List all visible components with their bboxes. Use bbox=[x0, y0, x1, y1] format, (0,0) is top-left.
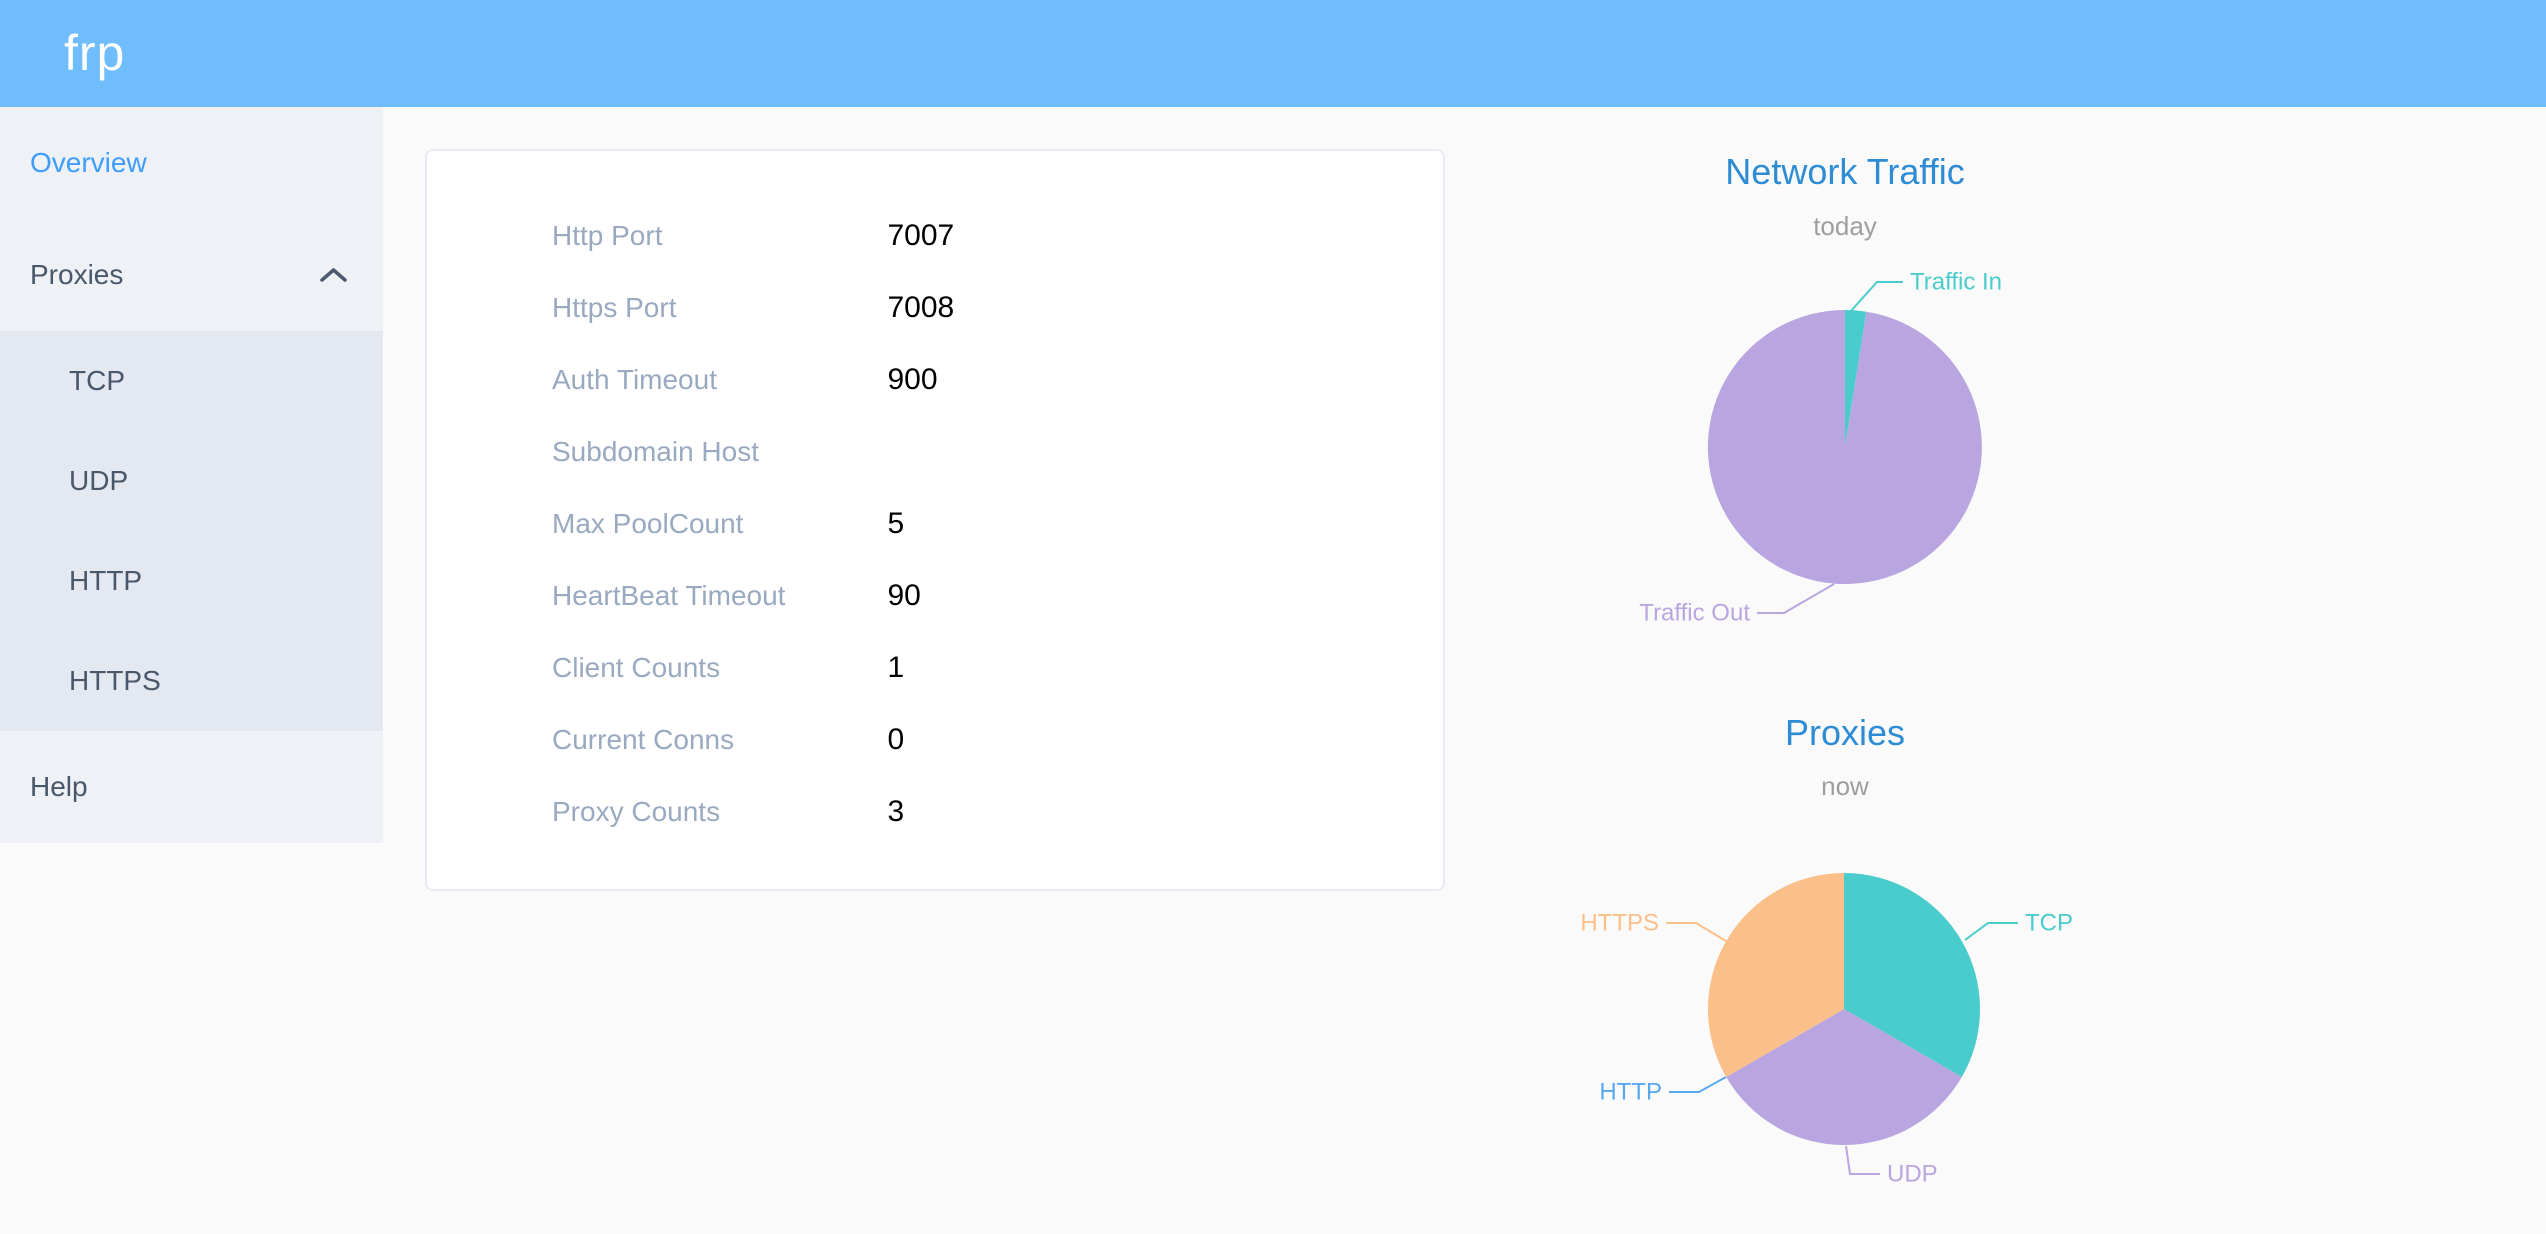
info-value: 7007 bbox=[887, 219, 955, 252]
sidebar-item-overview[interactable]: Overview bbox=[0, 107, 383, 219]
pie-label-tcp: TCP bbox=[2025, 910, 2073, 937]
server-info-row: HeartBeat Timeout 90 bbox=[427, 560, 1443, 632]
server-info-row: Max PoolCount 5 bbox=[427, 488, 1443, 560]
info-value: 1 bbox=[887, 651, 905, 684]
sidebar-item-udp[interactable]: UDP bbox=[0, 431, 383, 531]
sidebar-item-tcp[interactable]: TCP bbox=[0, 331, 383, 431]
info-label: Http Port bbox=[552, 220, 663, 251]
pie-label-line-http bbox=[1669, 1076, 1727, 1093]
pie-slice-traffic-out bbox=[1707, 309, 1982, 584]
info-value: 900 bbox=[887, 363, 938, 396]
info-value: 90 bbox=[887, 579, 921, 612]
server-info-row: Current Conns 0 bbox=[427, 704, 1443, 776]
sidebar-item-help[interactable]: Help bbox=[0, 731, 383, 843]
info-label: Current Conns bbox=[552, 724, 735, 755]
app-header: frp bbox=[0, 0, 2546, 107]
info-value: 0 bbox=[887, 723, 905, 756]
sidebar-item-label: HTTPS bbox=[69, 665, 161, 696]
info-value: 7008 bbox=[887, 291, 955, 324]
proxies-submenu: TCP UDP HTTP HTTPS bbox=[0, 331, 383, 731]
pie-slice-https bbox=[1707, 873, 1844, 1077]
pie-label-https: HTTPS bbox=[1580, 910, 1659, 937]
pie-label-http: HTTP bbox=[1599, 1079, 1662, 1106]
pie-slice-traffic-in bbox=[1845, 310, 1867, 447]
server-info-row: Client Counts 1 bbox=[427, 632, 1443, 704]
pie-slice-udp bbox=[1726, 1009, 1962, 1146]
sidebar-item-label: Overview bbox=[30, 147, 147, 178]
pie-label-traffic-out: Traffic Out bbox=[1639, 600, 1750, 627]
server-info-row: Https Port 7008 bbox=[427, 272, 1443, 344]
info-label: Auth Timeout bbox=[552, 364, 717, 395]
pie-label-line-udp bbox=[1845, 1145, 1880, 1175]
server-info-card: Http Port 7007 Https Port 7008 Auth Time… bbox=[425, 149, 1445, 891]
chart-subtitle-now: now bbox=[1821, 771, 1869, 801]
server-info-row: Subdomain Host bbox=[427, 416, 1443, 488]
info-label: HeartBeat Timeout bbox=[552, 580, 786, 611]
info-value: 5 bbox=[887, 507, 905, 540]
info-label: Proxy Counts bbox=[552, 796, 721, 827]
info-label: Subdomain Host bbox=[552, 436, 760, 467]
sidebar-item-https[interactable]: HTTPS bbox=[0, 631, 383, 731]
info-label: Max PoolCount bbox=[552, 508, 744, 539]
sidebar-item-label: Help bbox=[30, 771, 88, 802]
pie-label-line-tcp bbox=[1964, 922, 2018, 941]
server-info-row: Auth Timeout 900 bbox=[427, 344, 1443, 416]
info-label: Client Counts bbox=[552, 652, 721, 683]
pie-label-traffic-in: Traffic In bbox=[1910, 269, 2002, 296]
sidebar-item-label: HTTP bbox=[69, 565, 143, 596]
info-value: 3 bbox=[887, 795, 905, 828]
sidebar-item-label: UDP bbox=[69, 465, 129, 496]
chevron-up-icon bbox=[320, 268, 347, 282]
sidebar-item-proxies[interactable]: Proxies bbox=[0, 219, 383, 331]
info-label: Https Port bbox=[552, 292, 677, 323]
pie-label-line-traffic-in bbox=[1849, 281, 1903, 313]
chart-subtitle-today: today bbox=[1813, 211, 1877, 241]
pie-label-line-https bbox=[1666, 922, 1727, 942]
chart-title-proxies: Proxies bbox=[1784, 712, 1906, 753]
pie-slice-tcp bbox=[1844, 873, 1981, 1077]
pie-label-line-traffic-out bbox=[1757, 583, 1835, 614]
app-logo: frp bbox=[64, 25, 126, 81]
sidebar-item-label: Proxies bbox=[30, 259, 124, 290]
sidebar-item-label: TCP bbox=[69, 365, 125, 396]
server-info-row: Http Port 7007 bbox=[427, 200, 1443, 272]
pie-label-udp: UDP bbox=[1887, 1161, 1938, 1188]
sidebar-menu: Overview Proxies TCP UDP HTTP HTTPS Help bbox=[0, 107, 383, 843]
server-info-row: Proxy Counts 3 bbox=[427, 776, 1443, 848]
sidebar-item-http[interactable]: HTTP bbox=[0, 531, 383, 631]
chart-title-network-traffic: Network Traffic bbox=[1725, 151, 1965, 192]
